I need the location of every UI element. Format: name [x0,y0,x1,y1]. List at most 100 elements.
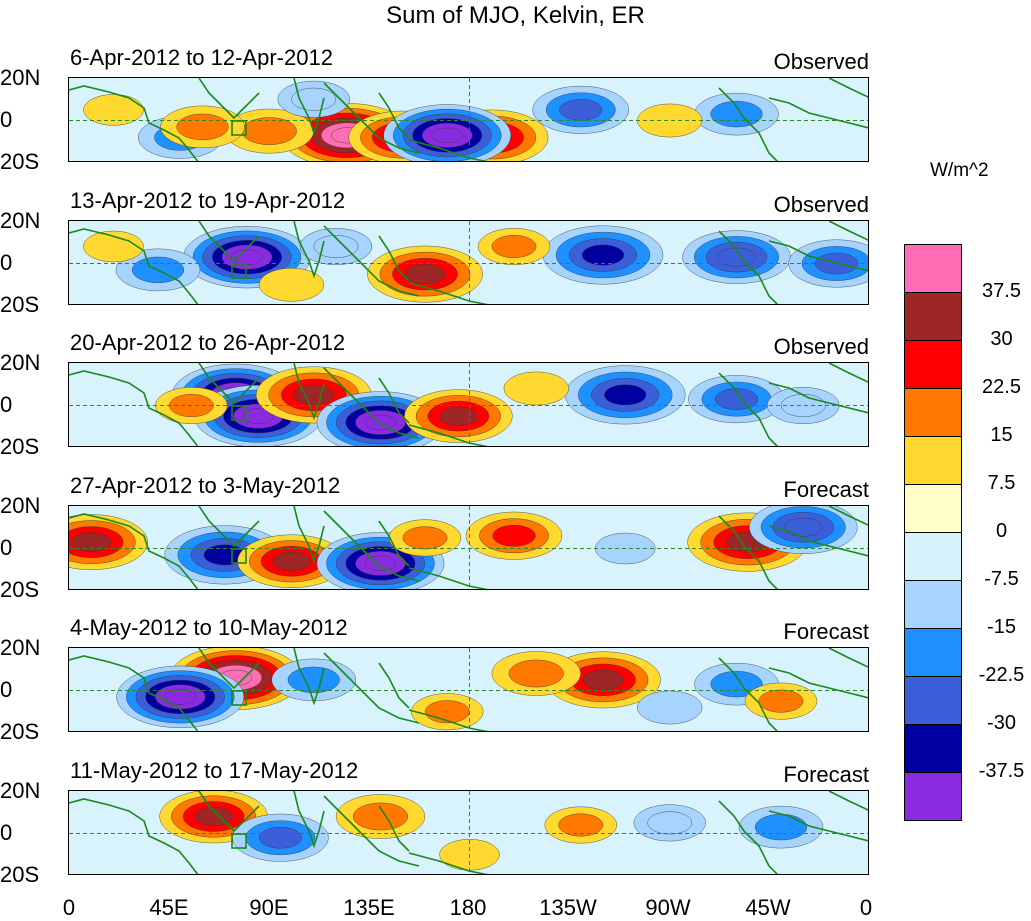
anomaly-contour [83,230,144,263]
lat-tick-label: 20S [0,577,40,602]
anomaly-contour [258,267,325,302]
coastline [408,852,489,874]
coastline [828,791,868,811]
region-box [231,833,247,849]
colorbar-swatch [904,388,962,437]
panel-date-range: 27-Apr-2012 to 3-May-2012 [70,473,341,498]
panel-date-range: 6-Apr-2012 to 12-Apr-2012 [70,45,333,70]
map-svg [69,78,868,161]
colorbar-label: 0 [995,520,1008,542]
coastline [293,648,325,706]
lat-tick-label: 0 [0,250,13,275]
anomaly-contour [176,113,229,140]
coastline [293,506,325,564]
lon-tick-label: 180 [449,895,487,920]
anomaly-contour [710,101,763,128]
lon-tick-label: 45E [149,895,189,920]
lat-tick-label: 20S [0,149,40,174]
panel-date-range: 20-Apr-2012 to 26-Apr-2012 [70,330,346,355]
colorbar-swatch [904,532,962,581]
lat-tick-label: 20S [0,434,40,459]
coastline [293,363,325,421]
anomaly-contour [352,802,409,831]
region-box [231,690,247,706]
map-svg [69,363,868,446]
anomaly-contour [581,244,625,266]
anomaly-contour [402,526,448,550]
anomaly-contour [424,700,470,724]
figure-title: Sum of MJO, Kelvin, ER [386,2,645,29]
map-panel [68,77,869,162]
lon-tick-label: 90W [645,895,691,920]
coastline [323,652,420,724]
lat-tick-label: 20N [0,65,41,90]
panel-type-label: Observed [773,192,869,217]
coastline [69,513,199,589]
colorbar-swatch [904,340,962,389]
lon-tick-label: 0 [859,895,873,920]
panel-date-range: 11-May-2012 to 17-May-2012 [70,758,359,783]
map-svg [69,791,868,874]
region-box [231,263,247,279]
anomaly-contour [404,264,446,285]
lat-tick-label: 20N [0,635,41,660]
anomaly-contour [83,94,144,126]
coastline [718,515,779,589]
coastline [718,372,779,446]
coastline [198,648,260,690]
anomaly-contour [717,247,756,267]
coastline [323,82,420,154]
panel-type-label: Forecast [783,619,869,644]
anomaly-contour [714,388,759,410]
anomaly-contour [293,384,334,405]
panel-type-label: Observed [773,334,869,359]
colorbar-swatch [904,772,962,821]
coastline [378,520,410,567]
anomaly-contour [492,524,536,547]
coastline [378,377,410,424]
coastline [768,525,868,557]
map-panel [68,790,869,875]
coastline [718,230,779,304]
coastline [828,506,868,526]
colorbar-label: -30 [987,712,1016,734]
coastline [408,424,489,446]
lat-tick-label: 0 [0,820,13,845]
anomaly-contour [647,811,693,835]
coastline [408,567,489,589]
lon-tick-label: 135W [539,895,597,920]
coastline [828,78,868,98]
coastline [408,139,489,161]
coastline [198,78,260,120]
anomaly-contour [364,414,397,431]
anomaly-contour [439,406,478,426]
colorbar-swatch [904,676,962,725]
lat-tick-label: 0 [0,677,13,702]
coastline [323,367,420,439]
colorbar-label: -15 [987,616,1016,638]
anomaly-contour [287,666,340,693]
coastline [198,791,260,833]
colorbar-units: W/m^2 [930,160,989,181]
anomaly-contour [582,669,624,690]
anomaly-contour [637,690,703,725]
coastline [69,370,199,446]
map-panel [68,362,869,447]
coastline [293,221,325,279]
anomaly-contour [491,235,537,258]
panel-type-label: Forecast [783,762,869,787]
anomaly-contour [291,87,337,111]
coastline [768,382,868,414]
coastline [408,709,489,731]
anomaly-contour [241,117,297,145]
coastline [828,363,868,383]
lat-tick-label: 20N [0,350,41,375]
coastline [768,810,868,842]
coastline [378,662,410,709]
lat-tick-label: 20N [0,493,41,518]
anomaly-contour [503,371,569,406]
coastline [378,92,410,139]
anomaly-contour [164,689,196,705]
colorbar-label: -7.5 [984,568,1019,590]
map-svg [69,648,868,731]
